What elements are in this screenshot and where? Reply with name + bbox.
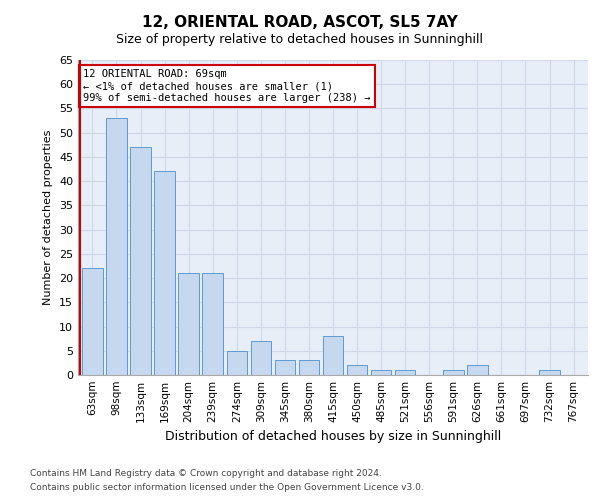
Bar — [82, 268, 103, 375]
Bar — [395, 370, 415, 375]
Bar — [178, 273, 199, 375]
Bar — [299, 360, 319, 375]
Text: Size of property relative to detached houses in Sunninghill: Size of property relative to detached ho… — [116, 32, 484, 46]
Text: 12, ORIENTAL ROAD, ASCOT, SL5 7AY: 12, ORIENTAL ROAD, ASCOT, SL5 7AY — [142, 15, 458, 30]
Bar — [467, 366, 488, 375]
Bar — [347, 366, 367, 375]
X-axis label: Distribution of detached houses by size in Sunninghill: Distribution of detached houses by size … — [165, 430, 501, 444]
Bar — [202, 273, 223, 375]
Bar — [323, 336, 343, 375]
Bar — [275, 360, 295, 375]
Bar — [106, 118, 127, 375]
Bar — [130, 147, 151, 375]
Bar — [539, 370, 560, 375]
Bar — [154, 172, 175, 375]
Bar — [227, 351, 247, 375]
Bar — [443, 370, 464, 375]
Text: Contains public sector information licensed under the Open Government Licence v3: Contains public sector information licen… — [30, 484, 424, 492]
Text: 12 ORIENTAL ROAD: 69sqm
← <1% of detached houses are smaller (1)
99% of semi-det: 12 ORIENTAL ROAD: 69sqm ← <1% of detache… — [83, 70, 371, 102]
Text: Contains HM Land Registry data © Crown copyright and database right 2024.: Contains HM Land Registry data © Crown c… — [30, 468, 382, 477]
Y-axis label: Number of detached properties: Number of detached properties — [43, 130, 53, 305]
Bar — [371, 370, 391, 375]
Bar — [251, 341, 271, 375]
